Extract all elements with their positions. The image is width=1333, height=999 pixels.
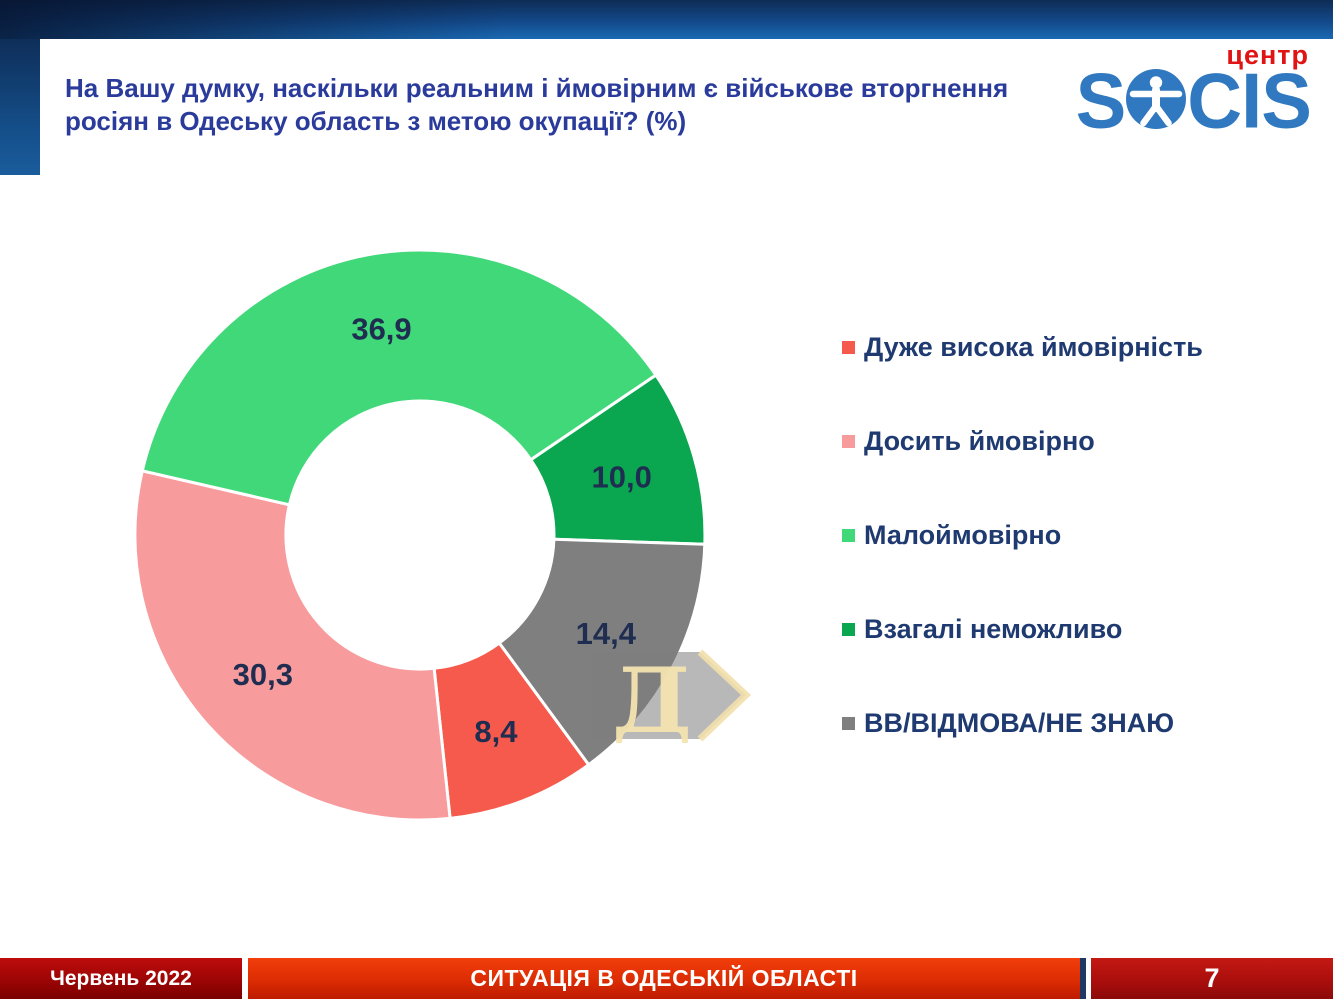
legend-item-very-high: Дуже висока ймовірність [842, 300, 1222, 394]
watermark-arrow-icon [697, 649, 752, 742]
footer-title-box: СИТУАЦІЯ В ОДЕСЬКІЙ ОБЛАСТІ [248, 958, 1080, 999]
legend-swatch-pink [842, 434, 855, 448]
slice-label-1: 30,3 [233, 657, 293, 692]
legend-swatch-green [842, 622, 855, 636]
slice-label-2: 36,9 [351, 312, 411, 347]
legend-swatch-lightgreen [842, 528, 855, 542]
watermark-body [592, 652, 746, 739]
footer-title: СИТУАЦІЯ В ОДЕСЬКІЙ ОБЛАСТІ [470, 965, 858, 991]
logo-centr-label: центр [1226, 40, 1309, 70]
legend-swatch-gray [842, 716, 855, 730]
legend-item-no-answer: ВВ/ВІДМОВА/НЕ ЗНАЮ [842, 676, 1222, 770]
chart-legend: Дуже висока ймовірність Досить ймовірно … [842, 300, 1222, 770]
logo-socis-text: S CIS [1041, 58, 1312, 145]
legend-item-unlikely: Малоймовірно [842, 488, 1222, 582]
slice-label-0: 8,4 [474, 714, 518, 749]
legend-label: Досить ймовірно [864, 425, 1095, 456]
left-accent-strip [0, 39, 40, 175]
pie-slice-2 [140, 248, 658, 507]
legend-swatch-red [842, 340, 855, 354]
legend-item-impossible: Взагалі неможливо [842, 582, 1222, 676]
footer-page-number: 7 [1204, 963, 1220, 993]
pie-slice-1 [133, 469, 452, 822]
slide-title-line1: На Вашу думку, наскільки реальним і ймов… [65, 73, 1009, 103]
slice-label-3: 10,0 [592, 460, 652, 495]
footer-divider [1080, 958, 1086, 999]
logo-person-icon [1126, 69, 1187, 129]
slide-title: На Вашу думку, наскільки реальним і ймов… [65, 72, 1035, 138]
footer-date: Червень 2022 [50, 966, 192, 990]
dumskaya-watermark: Д [592, 648, 752, 743]
slide-title-line2: росіян в Одеську область з метою окупаці… [65, 106, 687, 136]
slice-label-4: 14,4 [576, 616, 637, 651]
legend-label: Взагалі неможливо [864, 613, 1123, 644]
footer-date-box: Червень 2022 [0, 958, 242, 999]
legend-label: ВВ/ВІДМОВА/НЕ ЗНАЮ [864, 707, 1175, 738]
legend-label: Малоймовірно [864, 519, 1062, 550]
footer-page-box: 7 [1091, 958, 1333, 999]
logo-letters-cis: CIS [1187, 58, 1312, 145]
socis-logo: центр S CIS [1041, 40, 1312, 145]
donut-chart: 8,4 30,3 36,9 10,0 14,4 [133, 248, 707, 822]
legend-item-quite-likely: Досить ймовірно [842, 394, 1222, 488]
watermark-letter: Д [612, 648, 692, 743]
legend-label: Дуже висока ймовірність [864, 331, 1203, 362]
top-gradient-bar [0, 0, 1333, 39]
footer: Червень 2022 СИТУАЦІЯ В ОДЕСЬКІЙ ОБЛАСТІ… [0, 958, 1333, 999]
logo-letter-s: S [1075, 58, 1127, 145]
